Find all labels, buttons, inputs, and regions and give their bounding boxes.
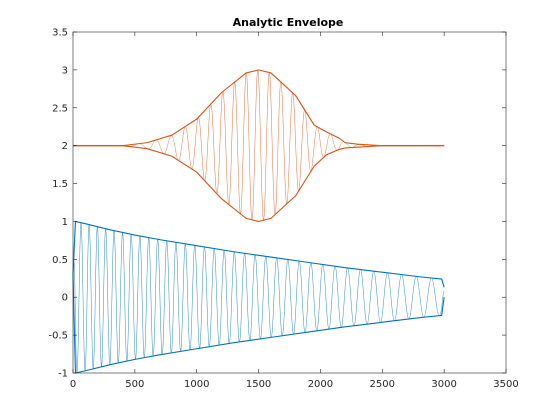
y-tick-label: 3.5 xyxy=(52,28,68,39)
series-1-lower-envelope xyxy=(72,274,445,374)
x-tick-label: 1000 xyxy=(184,379,209,390)
y-tick-label: 3 xyxy=(62,65,68,76)
y-tick-label: 0.5 xyxy=(52,255,68,266)
y-axis: -1 -0.5 0 0.5 1 1.5 2 2.5 3 3.5 xyxy=(48,28,506,380)
y-tick-label: 1 xyxy=(62,217,68,228)
series-2-upper-envelope xyxy=(73,69,445,147)
x-tick-label: 2500 xyxy=(370,379,395,390)
series-2-lower-envelope xyxy=(73,145,445,223)
chart-title: Analytic Envelope xyxy=(233,16,344,29)
y-tick-label: 0 xyxy=(62,293,68,304)
x-tick-label: 0 xyxy=(70,379,76,390)
x-tick-label: 3000 xyxy=(431,379,456,390)
series-1-upper-envelope xyxy=(72,220,445,288)
x-tick-label: 3500 xyxy=(493,379,518,390)
y-tick-label: 2 xyxy=(62,141,68,152)
y-tick-label: 2.5 xyxy=(52,103,68,114)
x-tick-label: 500 xyxy=(125,379,144,390)
y-tick-label: -1 xyxy=(58,369,68,380)
axes-box xyxy=(72,31,507,374)
y-tick-label: -0.5 xyxy=(48,331,68,342)
y-tick-label: 1.5 xyxy=(52,179,68,190)
x-tick-label: 2000 xyxy=(308,379,333,390)
signals-layer xyxy=(72,69,445,374)
series-1-signal xyxy=(72,222,445,374)
x-tick-label: 1500 xyxy=(246,379,271,390)
x-axis: 0 500 1000 1500 2000 2500 3000 3500 xyxy=(70,32,519,390)
